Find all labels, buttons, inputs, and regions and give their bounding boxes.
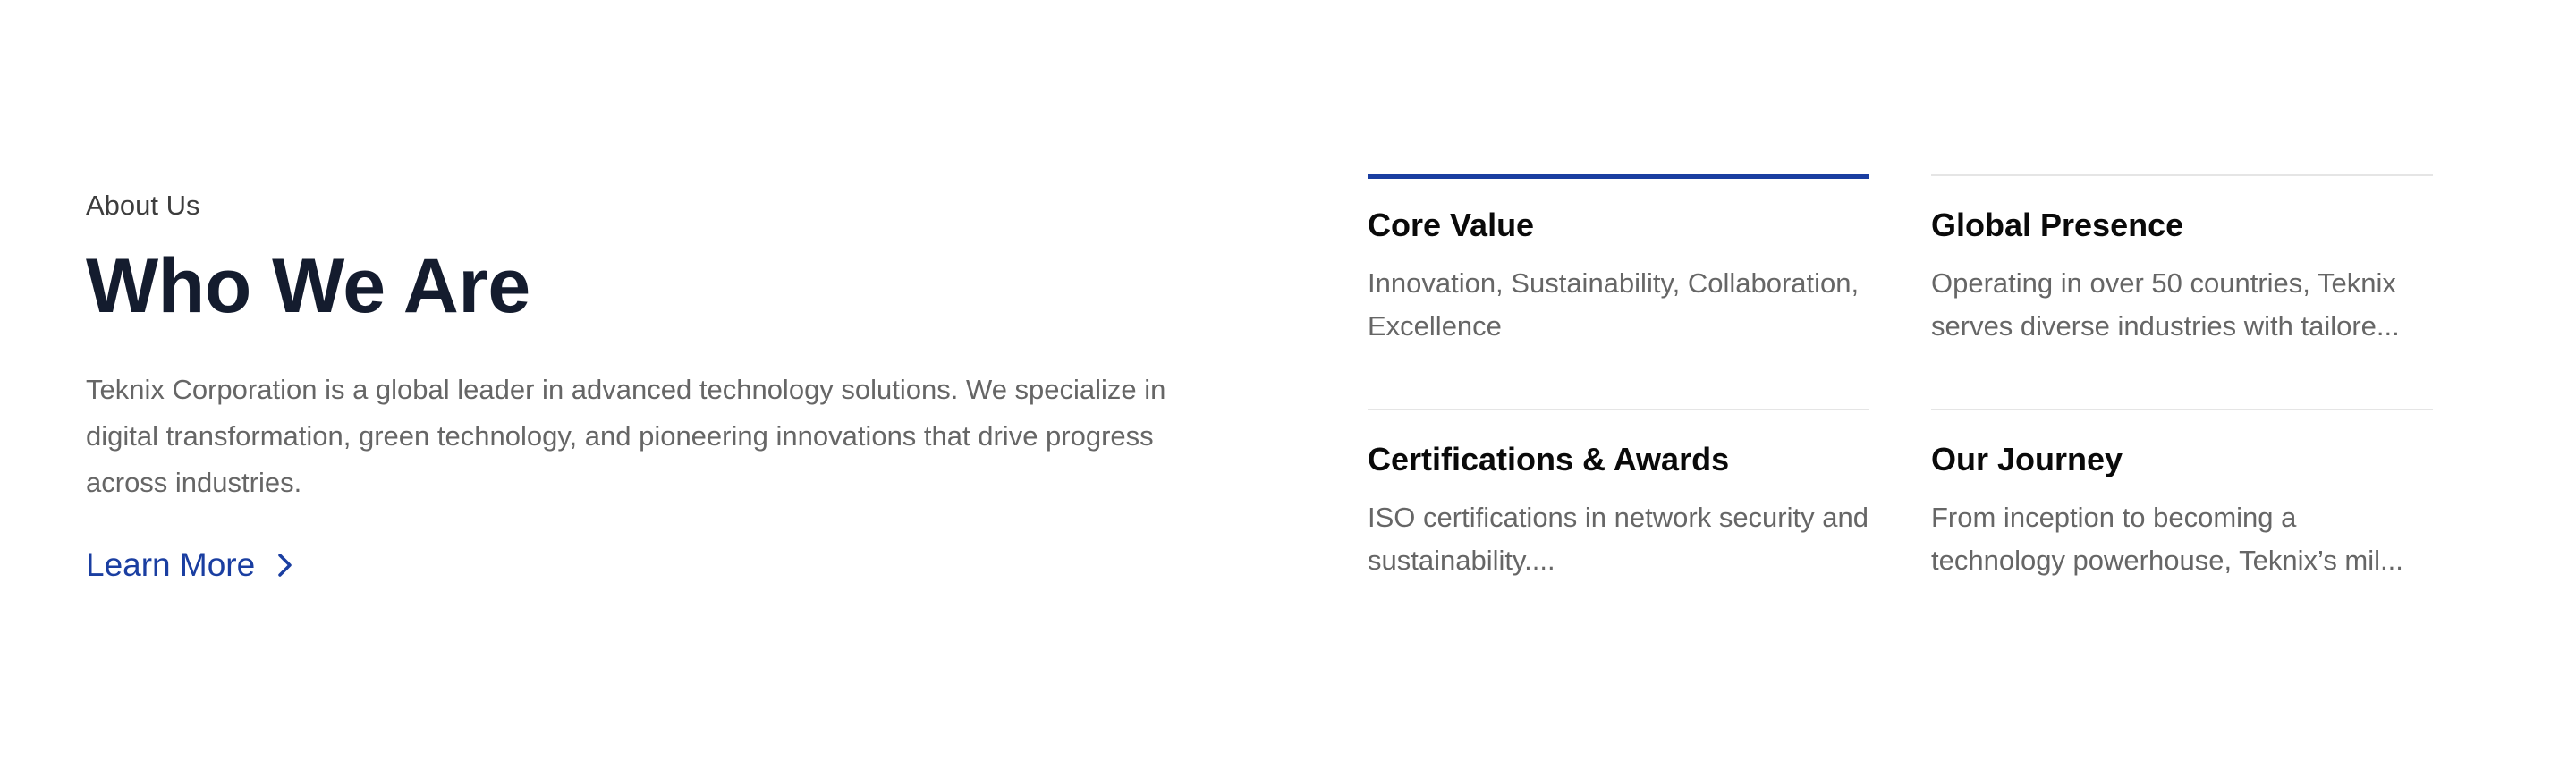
card-title: Global Presence [1931, 207, 2184, 243]
page-title: Who We Are [86, 243, 530, 329]
card-text: From inception to becoming a technology … [1931, 502, 2403, 576]
section-eyebrow: About Us [86, 190, 200, 221]
about-section: About Us Who We Are Teknix Corporation i… [86, 188, 1213, 587]
card-text: Operating in over 50 countries, Teknix s… [1931, 267, 2400, 342]
card-title: Core Value [1368, 207, 1535, 243]
chevron-right-icon [278, 554, 292, 577]
learn-more-label: Learn More [86, 546, 256, 583]
about-description: Teknix Corporation is a global leader in… [86, 374, 1166, 498]
card-core-value[interactable]: Core Value Innovation, Sustainability, C… [1368, 174, 1869, 380]
card-title: Our Journey [1931, 441, 2123, 477]
card-certifications-awards[interactable]: Certifications & Awards ISO certificatio… [1368, 409, 1869, 614]
card-title: Certifications & Awards [1368, 441, 1730, 477]
card-our-journey[interactable]: Our Journey From inception to becoming a… [1931, 409, 2433, 614]
card-text: Innovation, Sustainability, Collaboratio… [1368, 267, 1860, 342]
highlights-grid: Core Value Innovation, Sustainability, C… [1368, 174, 2433, 614]
card-global-presence[interactable]: Global Presence Operating in over 50 cou… [1931, 174, 2433, 380]
learn-more-link[interactable]: Learn More [86, 544, 294, 587]
card-text: ISO certifications in network security a… [1368, 502, 1868, 576]
